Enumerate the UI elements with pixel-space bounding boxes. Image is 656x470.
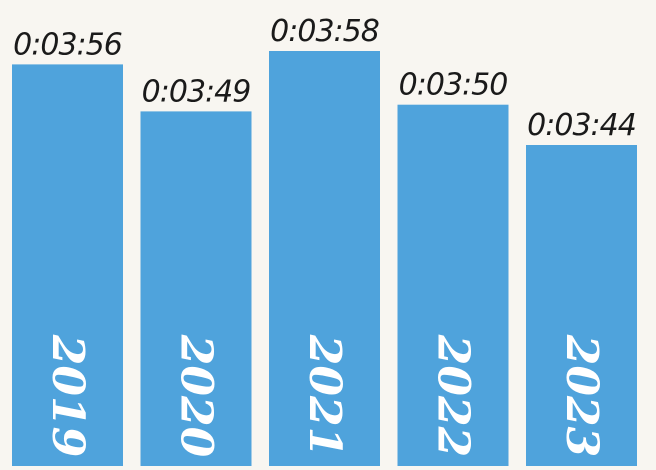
bar-2021 <box>269 51 380 466</box>
bar-2019 <box>12 64 123 467</box>
category-label-2022: 2022 <box>428 334 479 457</box>
bar-2022 <box>397 104 509 466</box>
category-labels-group: 2019 2020 2021 2022 2023 <box>42 334 607 458</box>
category-label-2020: 2020 <box>171 334 222 458</box>
value-label-2023: 0:03:44 <box>527 108 636 143</box>
value-label-2021: 0:03:58 <box>270 14 379 49</box>
category-label-2019: 2019 <box>42 334 93 457</box>
bar-2023 <box>526 145 637 466</box>
bars-group <box>12 51 637 467</box>
bar-2020 <box>140 111 252 467</box>
category-label-2023: 2023 <box>556 334 607 457</box>
value-labels-group: 0:03:56 0:03:49 0:03:58 0:03:50 0:03:44 <box>13 14 637 143</box>
category-label-2021: 2021 <box>299 334 350 457</box>
value-label-2019: 0:03:56 <box>13 27 122 62</box>
value-label-2022: 0:03:50 <box>399 68 508 103</box>
value-label-2020: 0:03:49 <box>142 74 251 109</box>
